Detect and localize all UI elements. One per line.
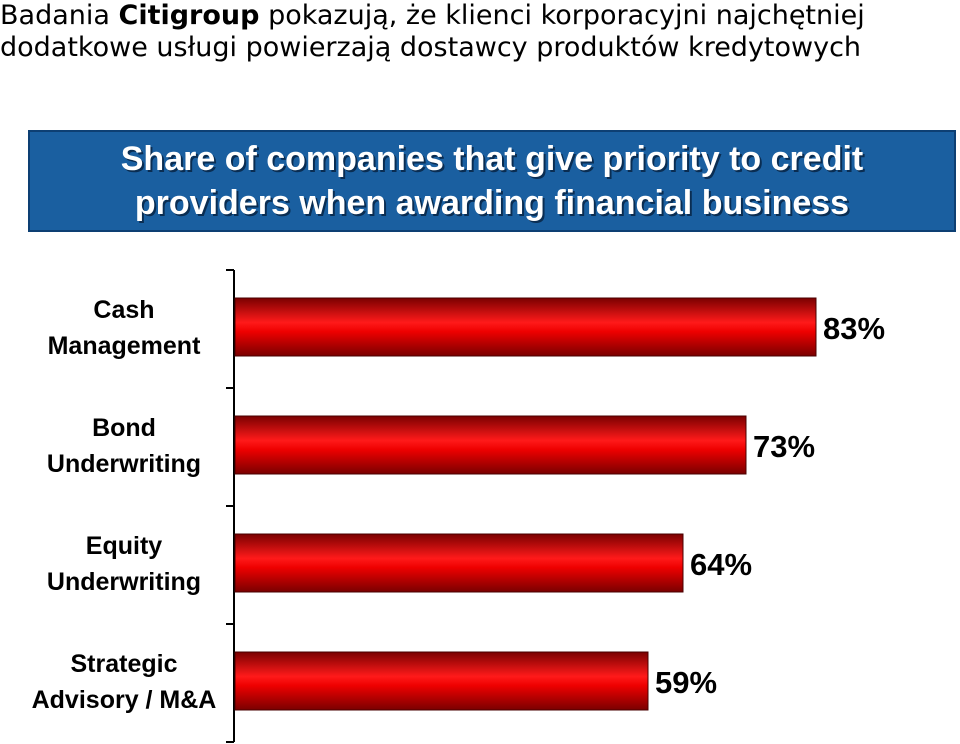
slide-title-line-2: dodatkowe usługi powierzają dostawcy pro… xyxy=(0,32,862,63)
bar xyxy=(234,415,747,475)
bar xyxy=(234,297,817,357)
category-label: Strategic xyxy=(71,650,178,678)
value-label: 83% xyxy=(823,311,885,346)
title-text-end: pokazują, że klienci korporacyjni najchę… xyxy=(259,0,865,31)
category-label: Underwriting xyxy=(47,568,201,596)
bar xyxy=(234,533,684,593)
category-label: Bond xyxy=(92,414,156,442)
category-label: Cash xyxy=(93,296,154,324)
category-label: Advisory / M&A xyxy=(32,686,217,714)
category-label: Underwriting xyxy=(47,450,201,478)
chart-title-line-1: Share of companies that give priority to… xyxy=(120,140,864,178)
value-label: 73% xyxy=(753,429,815,464)
bar xyxy=(234,651,649,711)
chart-title-line-2: providers when awarding financial busine… xyxy=(134,184,850,222)
category-label: Equity xyxy=(86,532,162,560)
category-label: Management xyxy=(48,332,201,360)
title-text-start: Badania xyxy=(0,0,119,31)
value-label: 64% xyxy=(690,547,752,582)
slide-title-line-1: Badania Citigroup pokazują, że klienci k… xyxy=(0,0,960,32)
slide-title: Badania Citigroup pokazują, że klienci k… xyxy=(0,0,960,64)
bar-chart: 83% Cash Management 73% Bond Underwriting 64% E… xyxy=(32,269,885,743)
title-brand: Citigroup xyxy=(118,0,260,31)
value-label: 59% xyxy=(655,665,717,700)
chart-title-banner: Share of companies that give priority to… xyxy=(28,130,956,232)
